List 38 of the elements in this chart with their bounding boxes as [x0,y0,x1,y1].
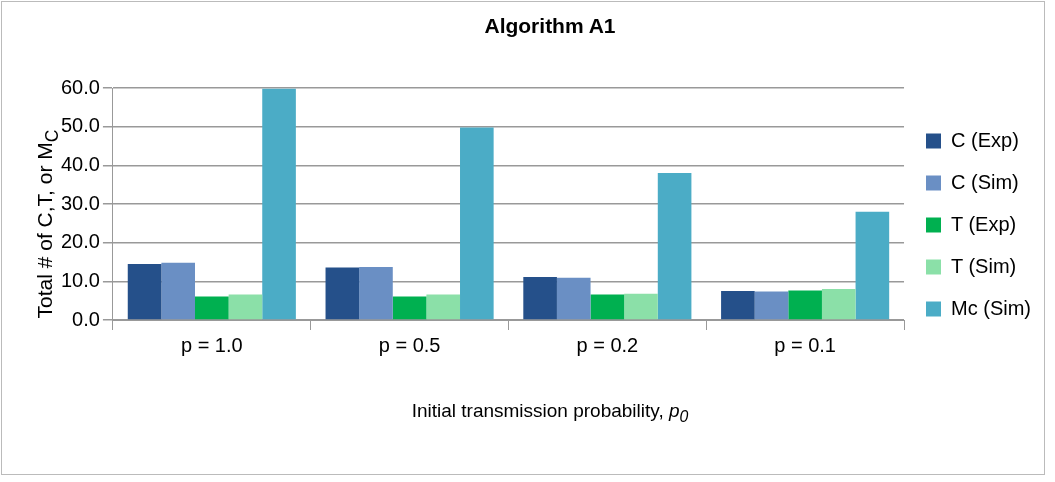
chart-title: Algorithm A1 [483,14,617,38]
bar [262,88,296,320]
bar [657,173,692,320]
bar [788,290,822,320]
bar [127,263,162,320]
y-tick-label: 30.0 [60,191,100,214]
bar [754,291,789,320]
bar [721,291,755,320]
bar [590,294,625,320]
bar [392,296,427,320]
y-tick-label: 40.0 [60,152,100,175]
legend-label: T (Sim) [951,254,1017,277]
x-tick-label: p = 0.2 [576,333,639,356]
y-tick-label: 60.0 [60,75,100,98]
bar [523,277,557,320]
bar [460,127,494,320]
legend-label: T (Exp) [951,212,1017,235]
legend-label: C (Exp) [951,128,1019,151]
bar [228,294,263,320]
y-tick-label: 20.0 [60,230,100,253]
bar [161,262,195,320]
y-tick-label: 0.0 [72,307,100,330]
y-tick-label: 50.0 [60,114,100,137]
bar [855,211,890,320]
bar [426,294,461,320]
legend-label: Mc (Sim) [951,296,1031,319]
bar [556,277,591,320]
bar [624,293,658,320]
bar [325,267,360,320]
y-tick-label: 10.0 [60,268,100,291]
x-tick-label: p = 0.5 [378,333,441,356]
legend-label: C (Sim) [951,170,1019,193]
bar [195,296,229,320]
x-axis-title: Initial transmission probability, p$_{0}$ [410,400,690,426]
bar [359,267,393,320]
bar [821,289,856,320]
x-tick-label: p = 0.1 [774,333,836,356]
x-tick-label: p = 1.0 [180,333,243,356]
